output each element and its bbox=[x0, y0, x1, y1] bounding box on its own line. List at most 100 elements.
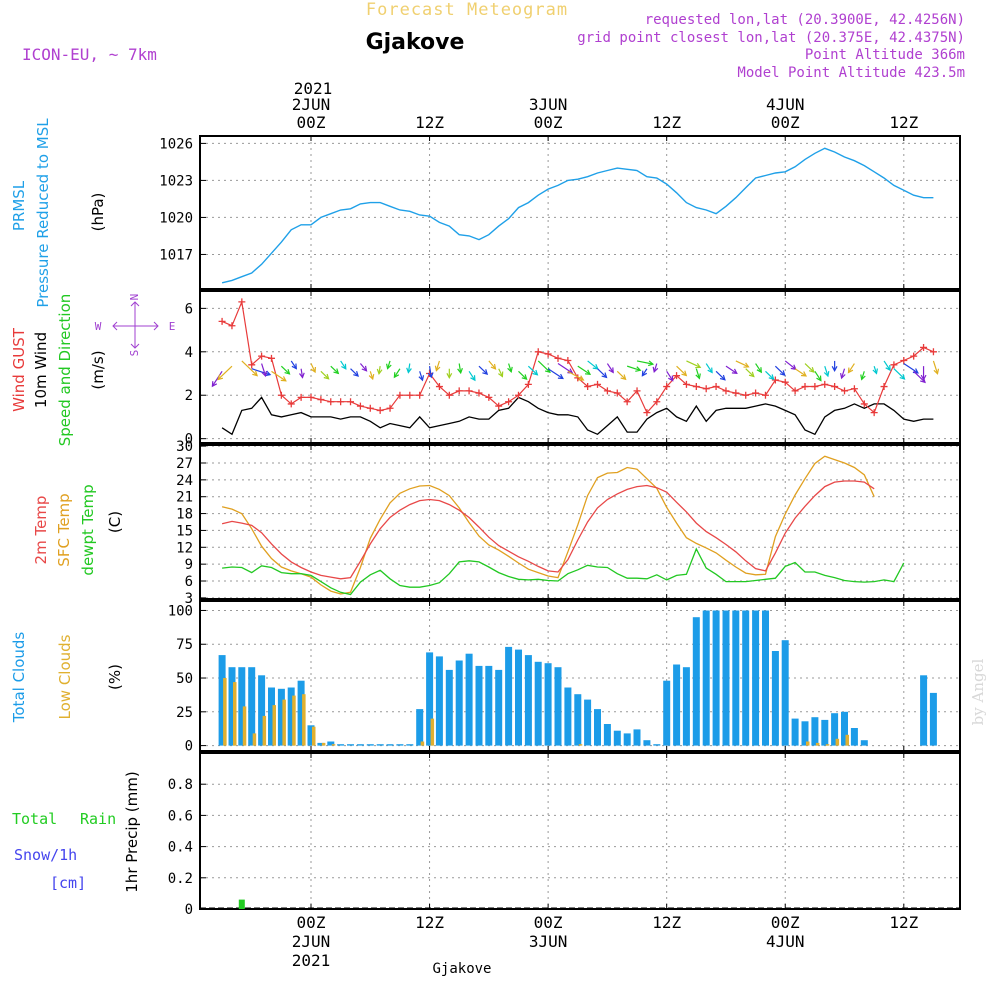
gust-marker bbox=[860, 400, 868, 408]
compass-south-label: S bbox=[128, 350, 141, 357]
wind-arrow-shaft bbox=[393, 368, 401, 378]
total-cloud-bar bbox=[248, 667, 256, 746]
y-tick-label: 15 bbox=[176, 523, 193, 539]
wind-arrow-head-icon bbox=[808, 367, 815, 373]
y-tick-label: 9 bbox=[185, 557, 193, 573]
y-tick-label: 25 bbox=[176, 705, 193, 721]
wind-arrow-shaft bbox=[217, 365, 233, 380]
low-cloud-bar bbox=[835, 738, 840, 746]
total-cloud-bar bbox=[445, 669, 453, 746]
y-tick-label: 24 bbox=[176, 473, 193, 489]
low-cloud-bar bbox=[845, 734, 849, 746]
location-title: Gjakove bbox=[366, 30, 465, 55]
total-cloud-bar bbox=[850, 728, 858, 746]
wind-arrow-head-icon bbox=[333, 368, 340, 375]
wind-arrow-shaft bbox=[841, 368, 846, 379]
wind-arrow-head-icon bbox=[641, 370, 648, 377]
compass-rose: N S W E bbox=[95, 294, 176, 357]
gust-marker bbox=[396, 391, 404, 399]
wind-arrow-shaft bbox=[320, 370, 330, 380]
wind-arrow-shaft bbox=[567, 370, 584, 381]
gust-marker bbox=[406, 391, 414, 399]
gust-marker bbox=[801, 383, 809, 391]
wind-arrow-shaft bbox=[290, 360, 297, 369]
y-tick-label: 18 bbox=[176, 507, 193, 523]
total-cloud-bar bbox=[475, 665, 483, 746]
requested-coords: requested lon,lat (20.3900E, 42.4256N) bbox=[645, 12, 965, 28]
gust-marker bbox=[356, 402, 364, 410]
wind-arrow-head-icon bbox=[933, 368, 940, 375]
top-year: 2021 bbox=[294, 79, 333, 98]
wind-arrow-head-icon bbox=[823, 370, 830, 378]
pressure-desc-label: Pressure Reduced to MSL bbox=[34, 118, 52, 308]
total-cloud-bar bbox=[791, 718, 799, 746]
total-cloud-bar bbox=[416, 709, 424, 746]
y-tick-label: 0.2 bbox=[168, 871, 193, 887]
total-cloud-bar bbox=[426, 652, 434, 746]
wind-arrow-head-icon bbox=[482, 369, 489, 375]
wind-arrow-head-icon bbox=[353, 371, 359, 377]
total-cloud-bar bbox=[455, 660, 463, 746]
gust-marker bbox=[277, 391, 285, 399]
low-cloud-bar bbox=[233, 682, 237, 746]
wind-arrow-shaft bbox=[745, 368, 755, 377]
total-cloud-bar bbox=[515, 649, 522, 746]
gust-marker bbox=[633, 387, 641, 395]
wind-arrow-shaft bbox=[715, 370, 726, 381]
wind-arrow-head-icon bbox=[860, 374, 866, 381]
wind-arrow-shaft bbox=[932, 360, 939, 374]
total-cloud-bar bbox=[505, 646, 513, 746]
bottom-hour-label: 00Z bbox=[534, 913, 563, 932]
wind-arrow-shaft bbox=[597, 368, 607, 378]
y-tick-label: 0 bbox=[185, 739, 193, 755]
total-cloud-bar bbox=[633, 729, 641, 746]
wind-arrow-head-icon bbox=[840, 372, 846, 380]
wind-arrow-head-icon bbox=[601, 372, 608, 379]
wind-arrow-shaft bbox=[695, 368, 700, 379]
compass-arrow-icon bbox=[130, 301, 140, 307]
wind-arrow-shaft bbox=[340, 360, 347, 370]
cloud-unit-label: (%) bbox=[106, 664, 124, 690]
wind-arrow-shaft bbox=[765, 370, 774, 380]
gust-marker bbox=[850, 385, 858, 393]
panel-frame bbox=[199, 600, 961, 752]
gust-marker bbox=[761, 391, 769, 399]
total-cloud-bar bbox=[821, 719, 829, 746]
point-altitude: Point Altitude 366m bbox=[805, 47, 965, 63]
total-cloud-bar bbox=[396, 744, 404, 746]
low-cloud-bar bbox=[815, 742, 820, 746]
gust-marker bbox=[821, 380, 829, 388]
gust-marker bbox=[524, 380, 532, 388]
wind-arrow-shaft bbox=[626, 365, 641, 371]
gust-marker bbox=[623, 398, 631, 406]
gust-marker bbox=[910, 352, 918, 360]
wind-arrow-shaft bbox=[498, 368, 503, 377]
wind-arrow-head-icon bbox=[731, 368, 738, 374]
wind-arrow-head-icon bbox=[507, 366, 513, 373]
total-cloud-bar bbox=[268, 687, 275, 746]
wind-arrow-head-icon bbox=[652, 366, 659, 373]
wind-arrow-shaft bbox=[755, 363, 762, 373]
gust-marker bbox=[643, 409, 651, 417]
gust-marker bbox=[505, 398, 513, 406]
wind-arrow-shaft bbox=[280, 365, 290, 375]
top-hour-label: 00Z bbox=[771, 113, 800, 132]
gust-marker bbox=[317, 396, 325, 404]
gust-line bbox=[221, 299, 934, 414]
wind-arrow-head-icon bbox=[831, 366, 838, 372]
wind-arrow-head-icon bbox=[584, 369, 592, 376]
low-cloud-bar bbox=[331, 744, 336, 746]
total-cloud-bar bbox=[366, 744, 374, 746]
wind-arrow-head-icon bbox=[748, 371, 755, 378]
total-cloud-bar bbox=[554, 667, 562, 746]
total-cloud-bar bbox=[297, 680, 305, 746]
gust-marker bbox=[347, 398, 355, 406]
low-cloud-bar bbox=[312, 726, 316, 746]
wind-arrow-shaft bbox=[478, 365, 488, 375]
low-cloud-bar bbox=[321, 742, 326, 746]
wind-arrow-shaft bbox=[913, 370, 926, 383]
wind-arrow-head-icon bbox=[872, 368, 878, 375]
wind-arrow-shaft bbox=[310, 363, 316, 373]
y-tick-label: 3 bbox=[185, 591, 193, 607]
